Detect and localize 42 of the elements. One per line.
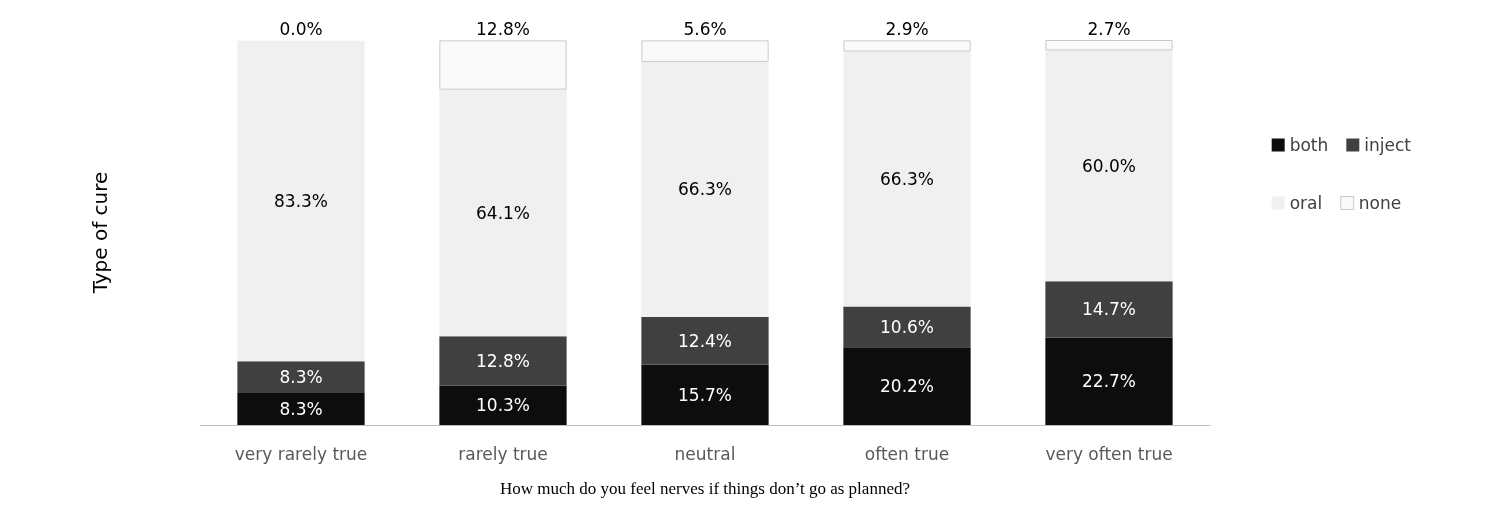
data-label: 2.7%: [1087, 18, 1131, 39]
data-label: 14.7%: [1081, 299, 1137, 320]
data-label: 83.3%: [273, 190, 329, 211]
data-label: 15.7%: [677, 384, 733, 405]
data-label: 2.9%: [885, 18, 929, 39]
data-label: 12.4%: [677, 330, 733, 351]
data-label: 60.0%: [1081, 155, 1137, 176]
data-label: 22.7%: [1081, 371, 1137, 392]
bar: [1045, 281, 1173, 338]
bar: [439, 336, 567, 386]
x-tick-label: neutral: [674, 443, 736, 464]
bar: [237, 40, 365, 362]
x-tick-label: rarely true: [458, 443, 548, 464]
legend-label: oral: [1289, 193, 1323, 213]
data-label: 66.3%: [879, 169, 935, 190]
legend-label: both: [1289, 135, 1329, 155]
data-label: 5.6%: [683, 18, 727, 39]
data-label: 66.3%: [677, 179, 733, 200]
data-label: 0.0%: [279, 19, 323, 40]
x-axis-title: How much do you feel nerves if things don’t go as planned?: [500, 479, 910, 498]
bar: [641, 364, 769, 425]
data-label: 12.8%: [475, 350, 531, 371]
bar: [1045, 337, 1173, 425]
bar: [237, 393, 365, 425]
x-tick-label: often true: [864, 443, 950, 464]
bar: [439, 385, 567, 425]
data-label: 10.3%: [475, 395, 531, 416]
bar: [237, 361, 365, 394]
bar: [843, 306, 971, 348]
data-label: 8.3%: [279, 367, 323, 388]
bar: [641, 316, 769, 365]
legend-label: inject: [1364, 135, 1412, 155]
data-label: 20.2%: [879, 376, 935, 397]
data-label: 12.8%: [475, 18, 531, 39]
legend-label: none: [1358, 193, 1402, 213]
x-tick-label: very often true: [1045, 443, 1173, 464]
data-label: 8.3%: [279, 399, 323, 420]
data-label: 64.1%: [475, 202, 531, 223]
data-label: 10.6%: [879, 316, 935, 337]
y-axis-title: Type of cure: [88, 171, 112, 295]
bar: [843, 347, 971, 425]
x-tick-label: very rarely true: [234, 443, 368, 464]
